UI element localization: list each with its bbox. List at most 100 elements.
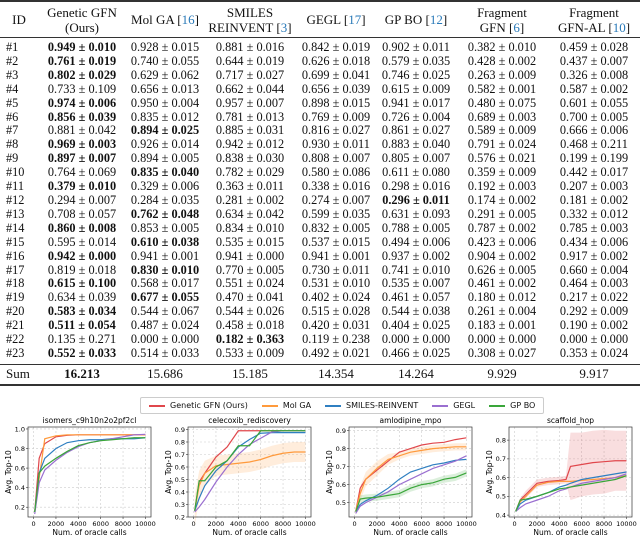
score-mean: 0.494 [381, 234, 410, 249]
score-mean: 0.587 [559, 81, 588, 96]
sum-value: 16.213 [64, 366, 100, 382]
citation-link[interactable]: 6 [513, 19, 520, 35]
citation-link[interactable]: 12 [429, 12, 443, 27]
score-cell: 0.294 ± 0.007 [47, 192, 117, 207]
score-mean: 0.928 [130, 40, 159, 54]
table-row: #11 0.379 ± 0.010 0.329 ± 0.006 0.363 ± 0.0… [0, 179, 640, 194]
legend-label: GP BO [510, 401, 536, 410]
score-std: 0.007 [88, 151, 117, 166]
score-std: 0.010 [422, 262, 451, 277]
score-std: 0.005 [342, 220, 371, 235]
x-tick-label: 10000 [616, 520, 637, 528]
table-row: #8 0.969 ± 0.003 0.926 ± 0.014 0.942 ± 0.01… [0, 137, 640, 152]
score-std: 0.007 [422, 276, 451, 291]
score-cell: 0.787 ± 0.002 [467, 220, 537, 235]
sum-value: 9.929 [487, 366, 517, 382]
citation-link[interactable]: 17 [348, 12, 362, 27]
score-std: 0.238 [342, 332, 370, 347]
chart-title: isomers_c9h10n2o2pf2cl [43, 416, 137, 425]
legend-line-swatch [325, 404, 342, 407]
citation-link[interactable]: 10 [612, 19, 626, 35]
score-cell: 0.119 ± 0.238 [302, 332, 370, 347]
x-tick-label: 6000 [413, 520, 430, 528]
score-std: 0.013 [256, 109, 285, 124]
score-cell: 0.950 ± 0.004 [130, 95, 200, 110]
score-mean: 0.537 [301, 234, 330, 249]
y-tick-label: 0.5 [336, 499, 346, 507]
column-name: ID [12, 12, 26, 27]
score-mean: 0.576 [467, 151, 496, 166]
score-cell: 0.631 ± 0.093 [381, 206, 451, 221]
y-tick-label: 0.4 [496, 511, 506, 519]
score-mean: 0.791 [467, 137, 496, 152]
score-mean: 0.274 [301, 192, 330, 207]
row-id: #5 [6, 95, 19, 110]
table-row: #4 0.733 ± 0.109 0.656 ± 0.013 0.662 ± 0.04… [0, 81, 640, 97]
chart-celecoxib_rediscovery: 0 2000 4000 6000 8000 10000 0.2 0.3 0.4 0.5 0.6 0.7… [164, 416, 316, 537]
citation-link[interactable]: 16 [181, 12, 195, 27]
score-cell: 0.885 ± 0.031 [215, 123, 285, 138]
score-cell: 0.615 ± 0.009 [381, 81, 451, 96]
row-id: #23 [6, 345, 25, 360]
score-cell: 0.853 ± 0.005 [130, 220, 200, 235]
score-cell: 0.930 ± 0.011 [302, 137, 370, 152]
score-std: 0.021 [508, 151, 537, 166]
score-cell: 0.515 ± 0.028 [301, 304, 371, 319]
score-cell: 0.861 ± 0.027 [381, 123, 451, 138]
row-id: #20 [6, 304, 25, 319]
score-std: 0.021 [342, 345, 371, 360]
score-mean: 0.656 [301, 81, 330, 96]
row-id: #6 [6, 109, 19, 124]
score-std: 0.075 [508, 95, 537, 110]
score-std: 0.080 [422, 165, 450, 180]
score-cell: 0.802 ± 0.029 [47, 67, 117, 82]
x-tick-label: 4000 [391, 520, 408, 528]
score-std: 0.027 [422, 123, 451, 138]
score-mean: 0.969 [47, 137, 76, 152]
score-mean: 0.897 [47, 151, 76, 166]
series-line-4 [355, 472, 467, 512]
score-std: 0.199 [600, 151, 629, 166]
score-cell: 0.379 ± 0.010 [47, 179, 117, 194]
x-tick-label: 8000 [596, 520, 613, 528]
score-cell: 0.535 ± 0.007 [381, 276, 451, 291]
score-std: 0.003 [600, 179, 629, 194]
score-cell: 0.470 ± 0.041 [215, 290, 285, 305]
citation-link[interactable]: 3 [280, 19, 288, 35]
score-mean: 0.838 [215, 151, 244, 166]
row-id: #14 [6, 220, 25, 235]
score-cell: 0.568 ± 0.017 [130, 276, 200, 291]
score-cell: 0.634 ± 0.039 [47, 290, 117, 305]
sum-value: 15.185 [232, 366, 268, 382]
score-mean: 0.217 [559, 290, 588, 305]
score-mean: 0.941 [215, 248, 244, 263]
score-std: 0.019 [88, 53, 117, 68]
score-std: 0.002 [508, 192, 537, 207]
score-std: 0.001 [171, 248, 200, 263]
score-std: 0.008 [600, 67, 629, 82]
score-std: 0.006 [508, 234, 537, 249]
score-std: 0.005 [508, 262, 537, 277]
y-tick-label: 0.6 [15, 464, 25, 472]
score-cell: 0.660 ± 0.004 [559, 262, 629, 277]
score-cell: 0.353 ± 0.024 [559, 345, 629, 360]
score-cell: 0.969 ± 0.003 [47, 137, 117, 152]
column-name: SMILES [226, 4, 274, 20]
column-header: GP BO [12] [384, 12, 448, 27]
score-cell: 0.000 ± 0.000 [381, 332, 451, 347]
score-mean: 0.492 [301, 345, 330, 360]
score-mean: 0.762 [130, 206, 159, 221]
score-std: 0.055 [171, 53, 200, 68]
plot-frame [27, 426, 152, 518]
x-tick-label: 0 [353, 520, 357, 528]
score-cell: 0.182 ± 0.363 [215, 332, 285, 347]
score-mean: 0.332 [559, 206, 588, 221]
score-mean: 0.135 [47, 332, 76, 347]
score-cell: 0.468 ± 0.211 [560, 137, 628, 152]
score-std: 0.069 [88, 165, 117, 180]
score-std: 0.010 [342, 276, 371, 291]
score-mean: 0.802 [47, 67, 76, 82]
score-std: 0.016 [422, 179, 451, 194]
score-cell: 0.830 ± 0.010 [130, 262, 200, 277]
sum-label: Sum [6, 366, 30, 382]
